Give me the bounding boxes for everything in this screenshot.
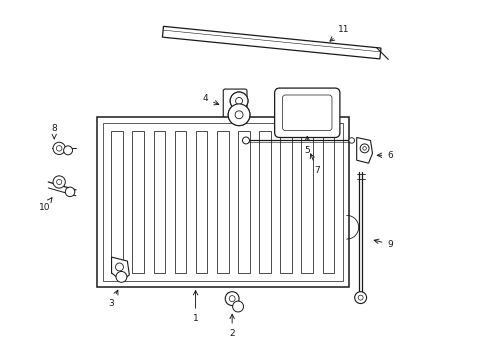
Circle shape [53,176,65,188]
Text: 10: 10 [39,198,52,212]
Bar [195,131,207,273]
Polygon shape [162,26,380,59]
Circle shape [65,187,75,197]
Circle shape [359,144,368,153]
Text: 5: 5 [304,136,309,155]
Circle shape [228,104,249,126]
Polygon shape [356,138,372,163]
Bar [280,131,291,273]
Bar [153,131,165,273]
Circle shape [115,263,123,271]
Circle shape [63,146,72,155]
Text: 6: 6 [377,151,392,160]
Polygon shape [111,257,129,281]
Text: 2: 2 [229,314,234,338]
Bar [102,123,342,281]
Bar [301,131,312,273]
Circle shape [354,292,366,303]
Bar [322,131,333,273]
Circle shape [230,92,247,110]
Bar [111,131,122,273]
Circle shape [57,179,61,185]
Bar [217,131,228,273]
Circle shape [56,145,62,151]
Circle shape [242,137,249,144]
Circle shape [225,292,239,306]
Circle shape [235,98,242,104]
Circle shape [235,98,242,104]
FancyBboxPatch shape [282,95,331,131]
Bar [97,117,348,287]
FancyBboxPatch shape [223,89,246,129]
Bar [238,131,249,273]
Circle shape [362,147,366,150]
Circle shape [235,111,243,119]
Bar [132,131,144,273]
Circle shape [116,271,126,282]
Circle shape [228,104,249,126]
Bar [174,131,186,273]
Text: 1: 1 [192,291,198,323]
Circle shape [232,301,243,312]
Text: 9: 9 [373,239,392,249]
Bar [259,131,270,273]
FancyBboxPatch shape [274,88,339,138]
Circle shape [348,138,354,143]
Circle shape [235,111,243,119]
Circle shape [230,92,247,110]
Text: 3: 3 [108,290,118,308]
Text: 4: 4 [202,94,218,105]
Circle shape [357,295,363,300]
Text: 7: 7 [309,154,319,175]
Circle shape [53,142,65,154]
Circle shape [229,296,235,302]
Text: 11: 11 [329,25,349,41]
Text: 8: 8 [51,124,57,139]
